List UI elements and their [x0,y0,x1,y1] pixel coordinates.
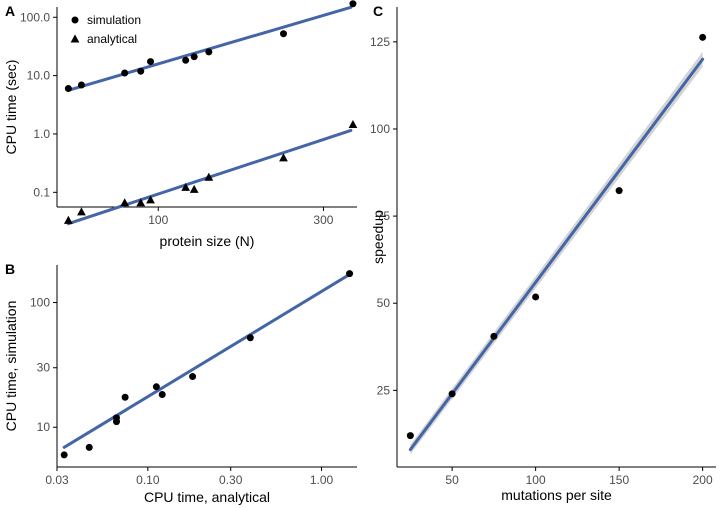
fit-line-simulation-vs-analytical [62,272,352,449]
data-point-triangle [181,182,191,191]
data-point-triangle [348,119,358,128]
data-point [152,383,160,391]
y-tick-label: 100 [30,296,50,310]
data-point [64,85,72,93]
data-point [121,393,129,401]
x-tick-label: 300 [313,213,333,227]
y-tick-label: 75 [377,209,391,223]
y-tick-label: 10 [37,420,51,434]
data-point [112,414,120,422]
legend-marker-circle [71,16,79,24]
panel-c: C 50 100 150 200 25 50 75 100 125 mutations per si… [370,3,716,503]
legend-label: analytical [87,32,137,46]
data-point [182,56,190,64]
y-tick-label: 125 [370,35,390,49]
y-tick-label: 50 [377,296,391,310]
x-tick-label: 1.00 [310,473,334,487]
legend: simulation analytical [70,13,141,46]
data-point-triangle [146,195,155,204]
panel-b: B 0.03 0.10 0.30 1.00 10 30 100 CPU time, analyt… [3,261,357,505]
data-point [349,0,357,8]
data-point [60,451,68,459]
y-tick-label: 25 [377,383,391,397]
panel-a: A 100 300 0.1 1.0 10.0 100.0 protein size (N) CP… [3,0,358,249]
y-tick-label: 1.0 [33,127,50,141]
data-point [189,373,197,381]
x-tick-label: 50 [445,473,459,487]
data-point-triangle [136,198,146,207]
y-axis-title: CPU time (sec) [3,60,19,155]
data-point [406,432,414,440]
data-point [490,332,498,340]
data-point [121,69,129,77]
data-point [346,270,354,278]
x-axis-title: CPU time, analytical [144,489,270,505]
fit-line-speedup [408,57,705,452]
x-tick-label: 0.10 [136,473,160,487]
data-point-triangle [63,215,73,224]
data-point [615,187,623,195]
data-point-triangle [189,184,199,193]
x-axis-title: mutations per site [501,487,612,503]
data-point [699,33,707,41]
legend-label: simulation [87,13,141,27]
panel-label: C [373,3,383,19]
y-axis-title: CPU time, simulation [3,301,19,432]
x-tick-label: 100 [148,213,168,227]
data-point-triangle [77,207,86,216]
x-tick-label: 100 [526,473,546,487]
x-tick-label: 150 [609,473,629,487]
y-tick-label: 100.0 [20,10,50,24]
legend-marker-triangle [70,34,80,43]
data-point [190,53,198,61]
data-point [279,30,287,38]
data-point [532,293,540,301]
data-point-triangle [204,172,214,181]
data-point [448,390,456,398]
x-tick-label: 0.03 [45,473,69,487]
data-point-triangle [279,153,288,162]
data-point [85,443,93,451]
y-tick-label: 30 [37,361,51,375]
x-axis-title: protein size (N) [160,233,255,249]
y-tick-label: 10.0 [27,69,51,83]
data-point [77,81,85,89]
data-point-triangle [120,198,130,207]
x-tick-label: 0.30 [219,473,243,487]
data-point [158,391,166,399]
panel-label: A [5,3,15,19]
data-point [147,58,155,66]
data-point [205,48,213,56]
y-axis-title: speedup [370,210,386,264]
y-tick-label: 0.1 [33,185,50,199]
y-tick-label: 100 [370,122,390,136]
data-point [137,67,145,75]
panel-label: B [5,261,15,277]
data-point [246,334,254,342]
x-tick-label: 200 [693,473,713,487]
